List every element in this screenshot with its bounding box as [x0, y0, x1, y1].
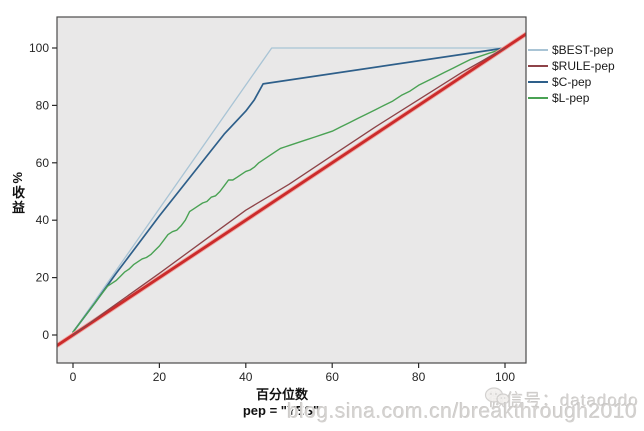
series-line-best-pep: [72, 47, 506, 333]
chart-footnote: pep = "YES": [242, 403, 320, 418]
x-tick-label: 20: [153, 370, 167, 384]
legend-label-rule-pep: $RULE-pep: [552, 59, 615, 73]
series-line-c-pep: [72, 47, 506, 333]
legend-label-best-pep: $BEST-pep: [552, 43, 614, 57]
x-tick-label: 60: [326, 370, 340, 384]
legend-label-c-pep: $C-pep: [552, 75, 592, 89]
y-tick-label: 100: [29, 41, 49, 55]
y-tick-label: 40: [36, 213, 50, 227]
legend-item-l-pep: $L-pep: [528, 90, 615, 106]
wechat-watermark-text: 微信号：datadodo: [488, 391, 639, 410]
y-tick-label: 80: [36, 98, 50, 112]
blog-watermark: blog.sina.com.cn/breakthrough2010: [287, 400, 638, 423]
legend-swatch-c-pep: [528, 81, 548, 83]
y-tick-label: 60: [36, 156, 50, 170]
series-line-rule-pep: [72, 47, 506, 336]
legend-swatch-rule-pep: [528, 65, 548, 67]
legend-swatch-l-pep: [528, 97, 548, 99]
x-tick-label: 80: [412, 370, 426, 384]
y-axis-label: %收益: [10, 172, 25, 216]
plot-border: [56, 16, 527, 364]
y-tick-label: 20: [36, 271, 50, 285]
legend-swatch-best-pep: [528, 49, 548, 51]
x-tick-label: 0: [70, 370, 77, 384]
x-axis-label: 百分位数: [255, 387, 309, 402]
wechat-watermark: 微信号：datadodo: [484, 386, 639, 411]
legend-item-rule-pep: $RULE-pep: [528, 58, 615, 74]
legend-item-c-pep: $C-pep: [528, 74, 615, 90]
series-line-l-pep: [72, 47, 506, 333]
chart-legend: $BEST-pep $RULE-pep $C-pep $L-pep: [528, 42, 615, 106]
legend-item-best-pep: $BEST-pep: [528, 42, 615, 58]
legend-label-l-pep: $L-pep: [552, 91, 590, 105]
series-line-diagonal-baseline: [57, 32, 526, 348]
x-tick-label: 100: [495, 370, 515, 384]
x-tick-label: 40: [239, 370, 253, 384]
y-tick-label: 0: [42, 328, 49, 342]
